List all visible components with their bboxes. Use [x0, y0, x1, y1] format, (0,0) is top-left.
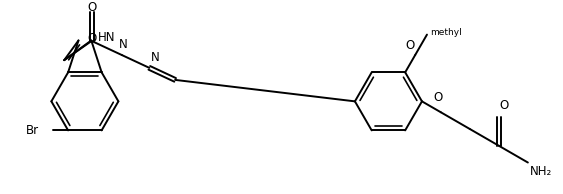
Text: O: O	[434, 91, 443, 104]
Text: O: O	[405, 39, 414, 52]
Text: Br: Br	[25, 124, 38, 137]
Text: N: N	[151, 51, 160, 64]
Text: methyl: methyl	[430, 28, 462, 37]
Text: HN: HN	[98, 31, 115, 44]
Text: O: O	[87, 1, 96, 14]
Text: O: O	[500, 99, 509, 112]
Text: NH₂: NH₂	[530, 165, 552, 178]
Text: N: N	[119, 38, 127, 51]
Text: O: O	[88, 32, 97, 45]
